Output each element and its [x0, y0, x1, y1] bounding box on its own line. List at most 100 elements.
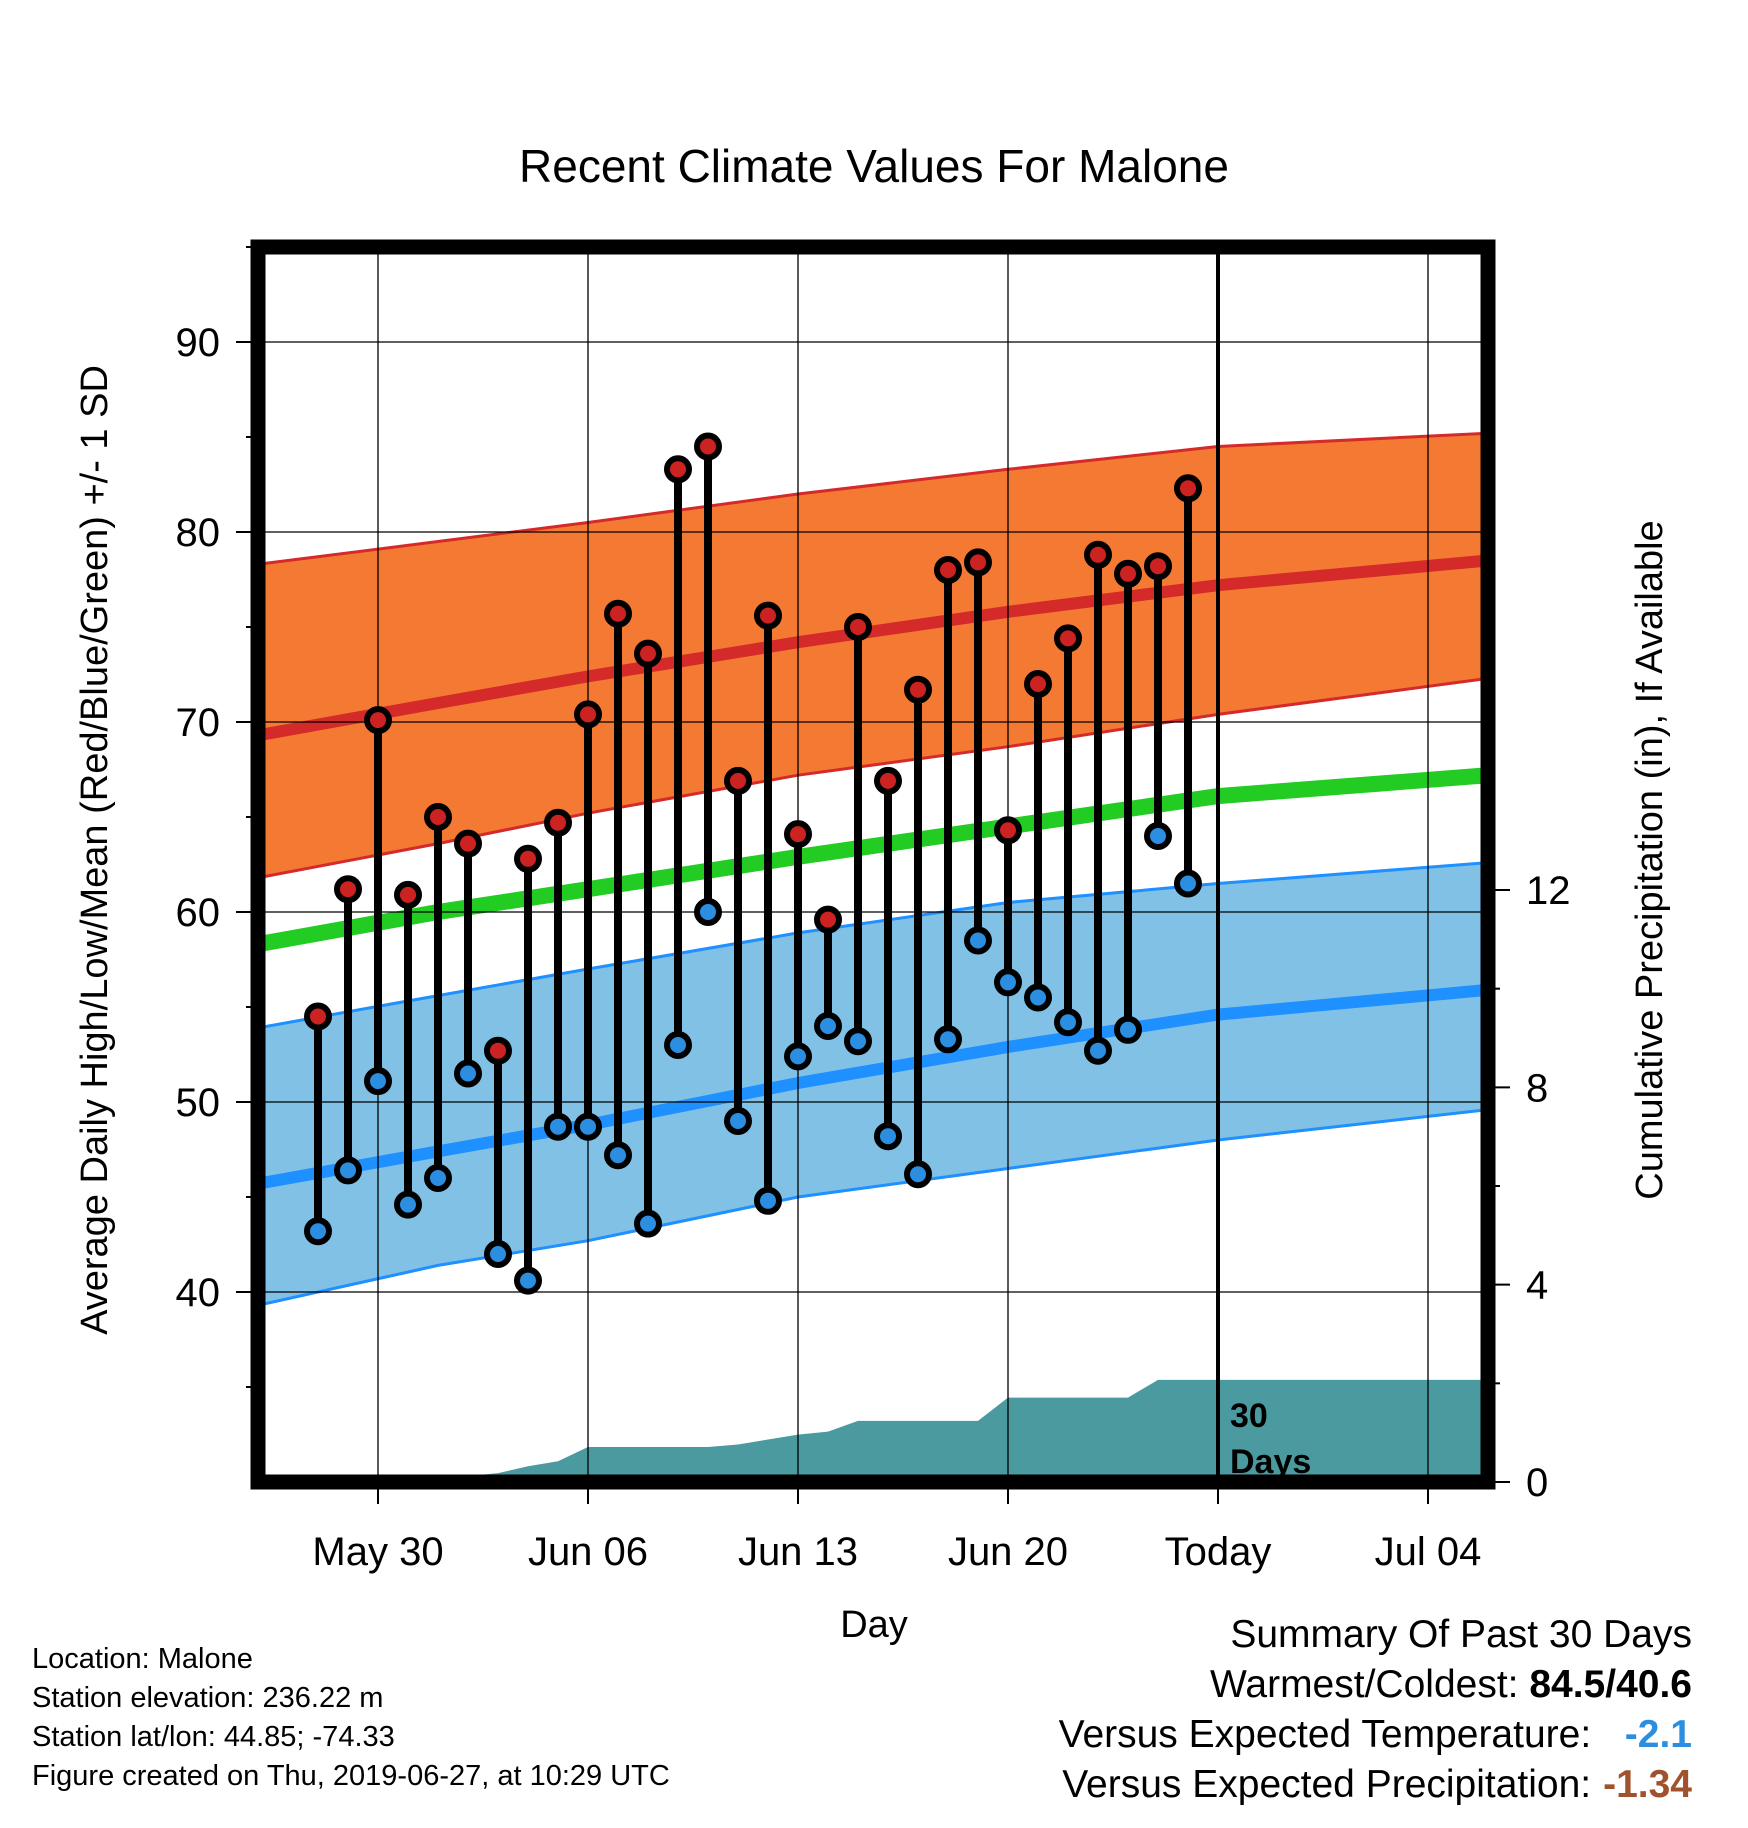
high-temp-point: [334, 875, 362, 904]
low-temp-point: [1144, 822, 1172, 850]
warm-cold-label: Warmest/Coldest:: [1210, 1663, 1519, 1706]
high-temp-point: [874, 766, 902, 795]
high-temp-point: [514, 844, 542, 873]
low-temp-point: [574, 1112, 602, 1141]
high-sd-band: [258, 433, 1488, 878]
low-temp-point: [934, 1025, 962, 1054]
x-axis-label: Day: [840, 1604, 908, 1646]
summary-temp: Versus Expected Temperature: -2.1: [1059, 1710, 1692, 1760]
low-temp-point: [334, 1156, 362, 1185]
high-temp-point: [484, 1036, 512, 1065]
high-temp-point: [964, 548, 992, 577]
station-elevation: Station elevation: 236.22 m: [32, 1682, 384, 1714]
days-annotation-line: 30: [1230, 1397, 1268, 1435]
precip-label: Versus Expected Precipitation:: [1062, 1763, 1592, 1806]
high-temp-point: [1054, 624, 1082, 653]
low-temp-point: [544, 1112, 572, 1141]
y-axis-label: Average Daily High/Low/Mean (Red/Blue/Gr…: [74, 365, 116, 1335]
high-temp-point: [994, 816, 1022, 845]
low-temp-point: [304, 1217, 332, 1246]
high-temp-point: [454, 829, 482, 858]
high-temp-point: [1144, 552, 1172, 581]
x-tick-label: Jul 04: [1375, 1530, 1482, 1574]
summary-warm-cold: Warmest/Coldest: 84.5/40.6: [1059, 1660, 1692, 1710]
x-tick-label: Jun 13: [738, 1530, 858, 1574]
y2-tick-label: 8: [1526, 1066, 1548, 1110]
low-temp-point: [814, 1012, 842, 1040]
high-temp-point: [544, 808, 572, 837]
x-tick-label: Today: [1165, 1530, 1272, 1574]
y-tick-label: 80: [176, 511, 221, 555]
high-temp-point: [1024, 670, 1052, 698]
high-temp-point: [904, 675, 932, 704]
chart-title: Recent Climate Values For Malone: [519, 140, 1229, 192]
gridlines: [258, 247, 1488, 1482]
y-tick-label: 70: [176, 701, 221, 745]
x-tick-label: May 30: [312, 1530, 443, 1574]
low-temp-point: [1084, 1036, 1112, 1065]
high-temp-point: [604, 599, 632, 628]
low-temp-point: [784, 1042, 812, 1071]
high-temp-point: [634, 639, 662, 668]
summary-panel: Summary Of Past 30 Days Warmest/Coldest:…: [1059, 1610, 1692, 1810]
plot-area: 30 Days 40 50 60 70 80 90 0 4 8 12 May 30 Jun 06 Jun 1…: [176, 239, 1571, 1574]
high-temp-point: [394, 880, 422, 909]
high-temp-point: [304, 1002, 332, 1031]
low-temp-point: [514, 1266, 542, 1295]
y-tick-label: 60: [176, 891, 221, 935]
precip-area: [258, 1379, 1488, 1482]
y2-tick-label: 0: [1526, 1461, 1548, 1505]
summary-precip: Versus Expected Precipitation: -1.34: [1059, 1760, 1692, 1810]
high-temp-point: [754, 601, 782, 630]
station-info: Location: Malone Station elevation: 236.…: [32, 1640, 670, 1796]
high-temp-point: [574, 700, 602, 729]
low-temp-point: [454, 1059, 482, 1088]
low-temp-point: [1114, 1015, 1142, 1044]
x-tick-label: Jun 20: [948, 1530, 1068, 1574]
low-temp-point: [424, 1164, 452, 1192]
observations: [304, 432, 1202, 1295]
high-temp-point: [844, 613, 872, 641]
low-temp-point: [874, 1122, 902, 1151]
x-tick-label: Jun 06: [528, 1530, 648, 1574]
low-temp-point: [754, 1186, 782, 1215]
summary-heading: Summary Of Past 30 Days: [1230, 1613, 1692, 1656]
y-tick-label: 40: [176, 1271, 221, 1315]
low-temp-point: [1054, 1008, 1082, 1037]
high-temp-point: [694, 432, 722, 461]
low-temp-point: [904, 1160, 932, 1189]
high-temp-point: [934, 556, 962, 584]
station-latlon: Station lat/lon: 44.85; -74.33: [32, 1721, 395, 1753]
low-temp-point: [724, 1107, 752, 1135]
high-temp-point: [784, 820, 812, 849]
low-temp-point: [604, 1141, 632, 1170]
y2-axis-label: Cumulative Precipitation (in), If Availa…: [1629, 520, 1671, 1199]
high-temp-point: [424, 803, 452, 831]
precip-value: -1.34: [1603, 1763, 1692, 1806]
low-temp-point: [1174, 869, 1202, 898]
high-temp-point: [814, 905, 842, 934]
y-tick-label: 50: [176, 1081, 221, 1125]
low-temp-point: [484, 1240, 512, 1268]
high-temp-point: [364, 706, 392, 735]
low-temp-point: [364, 1067, 392, 1096]
low-temp-point: [994, 968, 1022, 997]
low-temp-point: [634, 1209, 662, 1238]
low-temp-point: [694, 898, 722, 926]
plot-interior: 30 Days: [258, 247, 1488, 1482]
low-temp-point: [394, 1190, 422, 1219]
high-temp-point: [724, 766, 752, 795]
high-temp-point: [1114, 559, 1142, 588]
high-temp-point: [1174, 474, 1202, 503]
warm-cold-value: 84.5/40.6: [1529, 1663, 1692, 1706]
y-tick-label: 90: [176, 321, 221, 365]
y2-tick-label: 4: [1526, 1264, 1548, 1308]
high-temp-point: [664, 455, 692, 484]
temp-label: Versus Expected Temperature:: [1058, 1713, 1592, 1756]
figure-created: Figure created on Thu, 2019-06-27, at 10…: [32, 1760, 670, 1792]
low-sd-band: [258, 862, 1488, 1306]
low-temp-point: [964, 926, 992, 955]
low-temp-point: [664, 1031, 692, 1059]
low-temp-point: [1024, 983, 1052, 1012]
